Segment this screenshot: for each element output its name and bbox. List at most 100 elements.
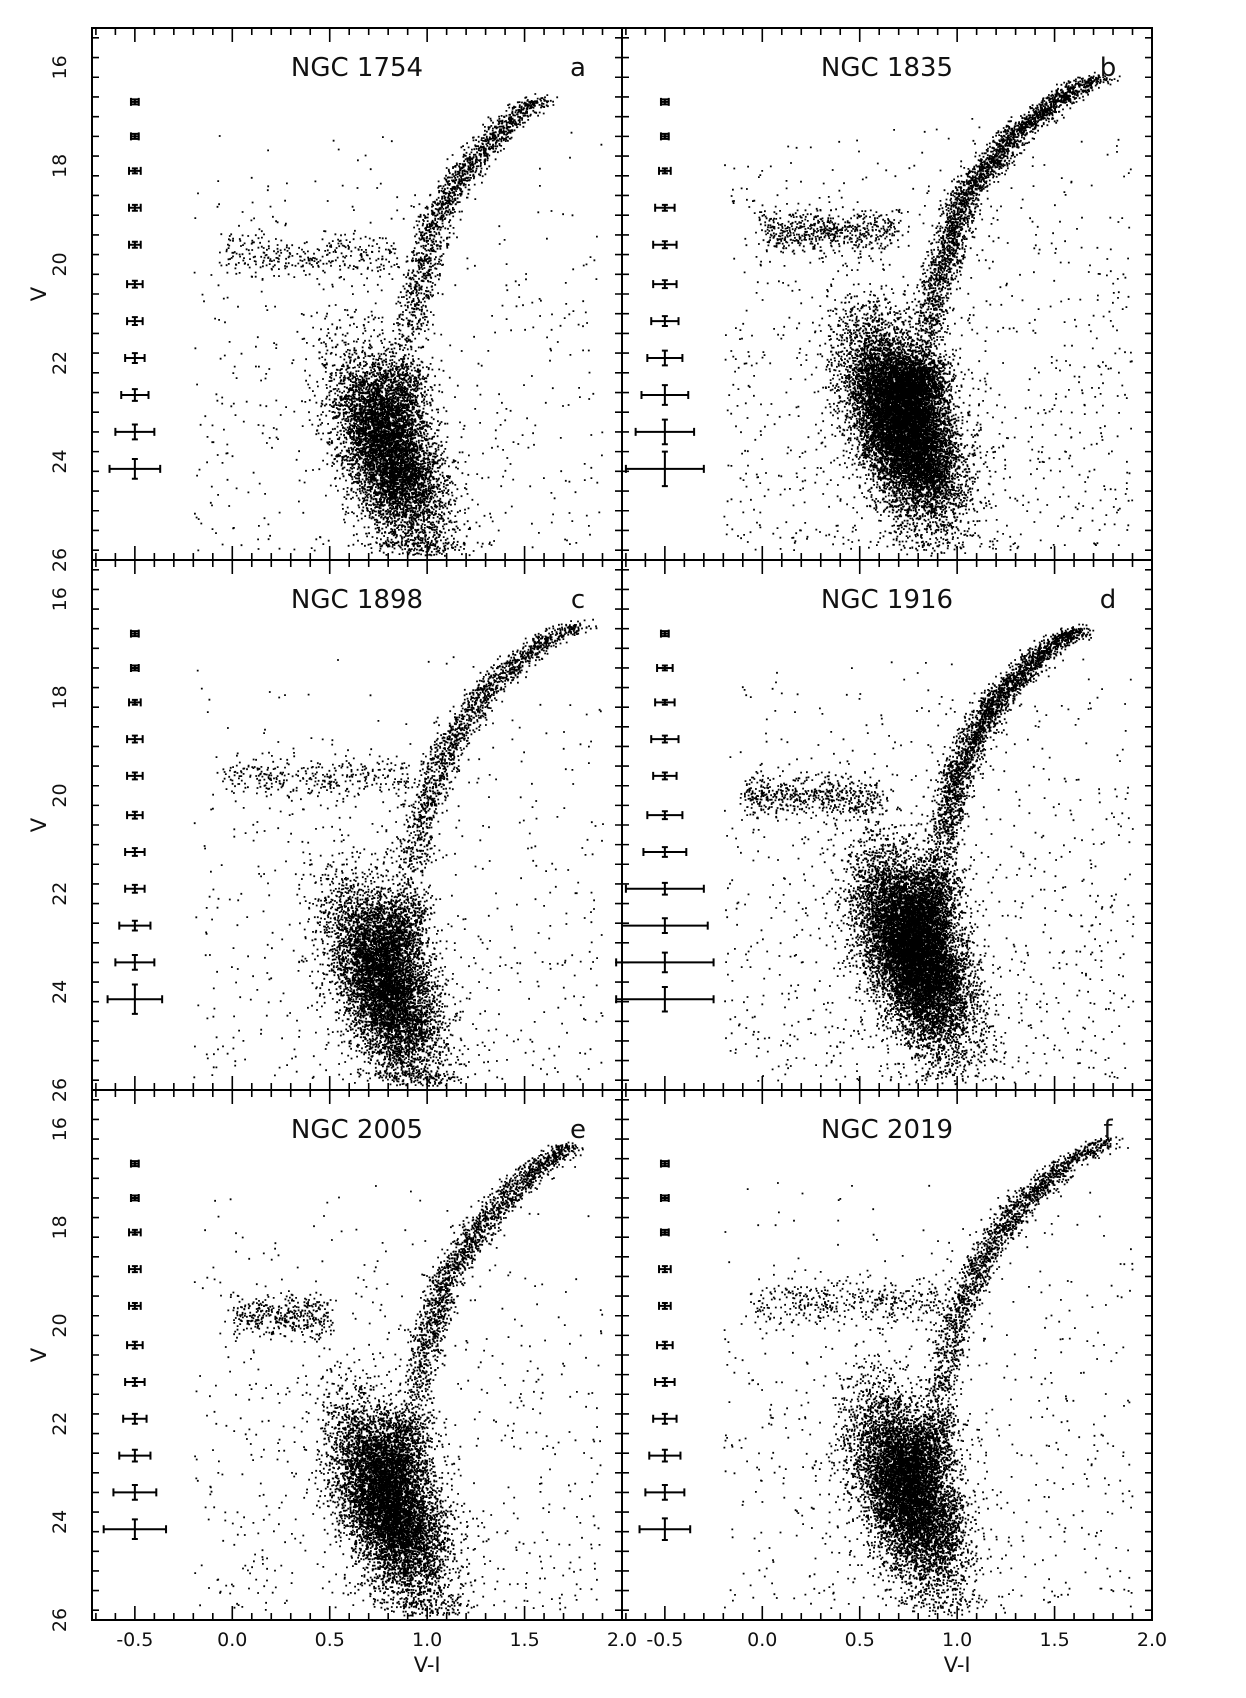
- error-bar: [642, 846, 688, 858]
- error-bar: [114, 954, 156, 971]
- y-axis-title: V: [27, 817, 51, 832]
- panel-e: 16 18 20 22 24 26 -0.5 0.0 0.5 1.0 1.5 2.0 NGC 2005 e…: [27, 1089, 637, 1677]
- x-tick-label: 0.0: [217, 1629, 247, 1651]
- error-bar: [654, 203, 676, 212]
- y-tick-label: 26: [49, 1608, 71, 1632]
- error-bar: [128, 1265, 142, 1274]
- error-bar: [128, 698, 142, 707]
- x-tick-label: 1.0: [942, 1629, 972, 1651]
- error-bar: [656, 1340, 674, 1350]
- error-bars: [106, 629, 164, 1015]
- panel-frame: [621, 27, 1153, 561]
- y-tick-label: 20: [49, 783, 71, 807]
- error-bar: [659, 132, 670, 141]
- y-tick-label: 16: [49, 1117, 71, 1141]
- error-bar: [128, 203, 142, 212]
- y-axis-title: V: [27, 286, 51, 301]
- panel-frame: [91, 27, 623, 561]
- star-points: [723, 71, 1134, 557]
- panel-title: NGC 1754: [291, 53, 423, 83]
- error-bar: [128, 240, 142, 249]
- panel-title: NGC 1916: [821, 585, 953, 615]
- error-bars: [102, 1159, 168, 1541]
- x-tick-label: 1.5: [509, 1629, 539, 1651]
- error-bar: [128, 1301, 142, 1310]
- error-bar: [638, 1517, 692, 1542]
- ticks: [622, 1090, 1153, 1620]
- error-bars: [615, 629, 715, 1013]
- y-tick-label: 18: [49, 154, 71, 178]
- panel-letter: c: [571, 585, 585, 615]
- error-bar: [650, 734, 680, 744]
- error-bar: [656, 663, 674, 672]
- error-bar: [654, 698, 676, 707]
- star-points: [193, 618, 604, 1087]
- panel-frame: [91, 1089, 623, 1621]
- error-bar: [659, 1193, 670, 1202]
- scatter-points: [723, 1135, 1134, 1617]
- error-bar: [634, 418, 696, 446]
- star-points: [193, 1141, 604, 1617]
- panel-d: NGC 1916 d: [615, 559, 1153, 1091]
- y-tick-label: 16: [49, 55, 71, 79]
- error-bar: [102, 1518, 168, 1541]
- error-bar: [126, 1340, 144, 1350]
- error-bar: [129, 663, 140, 672]
- star-points: [724, 623, 1135, 1086]
- error-bar: [124, 352, 146, 364]
- star-points: [193, 93, 604, 557]
- ticks: [92, 1090, 623, 1620]
- error-bar: [658, 166, 672, 175]
- ticks: [92, 560, 623, 1090]
- panel-title: NGC 1835: [821, 53, 953, 83]
- error-bar: [129, 1193, 140, 1202]
- y-tick-label: 22: [49, 1412, 71, 1436]
- y-tick-label: 18: [49, 1215, 71, 1239]
- y-tick-label: 20: [49, 1313, 71, 1337]
- error-bar: [122, 1412, 148, 1425]
- error-bar: [129, 1159, 140, 1168]
- scatter-points: [193, 93, 604, 557]
- x-tick-label: 0.0: [747, 1629, 777, 1651]
- panel-letter: e: [570, 1115, 586, 1145]
- x-axis-title: V-I: [414, 1653, 441, 1677]
- x-tick-label: 0.5: [315, 1629, 345, 1651]
- y-tick-label: 22: [49, 882, 71, 906]
- error-bar: [120, 388, 150, 402]
- error-bar: [129, 132, 140, 141]
- error-bar: [126, 279, 144, 289]
- panel-letter: d: [1100, 585, 1117, 615]
- y-tick-label: 20: [49, 252, 71, 276]
- ticks: [622, 28, 1153, 560]
- y-tick-label: 24: [49, 980, 71, 1004]
- error-bars: [624, 97, 705, 488]
- x-tick-label: -0.5: [116, 1629, 153, 1651]
- panel-title: NGC 1898: [291, 585, 423, 615]
- error-bar: [659, 629, 670, 638]
- error-bar: [615, 985, 715, 1013]
- y-tick-label: 18: [49, 685, 71, 709]
- y-tick-label: 16: [49, 587, 71, 611]
- y-tick-label: 24: [49, 1510, 71, 1534]
- error-bar: [648, 1448, 682, 1463]
- panel-letter: f: [1103, 1115, 1113, 1145]
- y-tick-label: 26: [49, 548, 71, 572]
- error-bar: [658, 1301, 672, 1310]
- x-axis-title: V-I: [944, 1653, 971, 1677]
- error-bar: [658, 1265, 672, 1274]
- x-tick-label: 1.5: [1039, 1629, 1069, 1651]
- error-bars: [108, 97, 162, 480]
- star-points: [723, 1135, 1134, 1617]
- error-bar: [652, 1412, 678, 1425]
- error-bar: [126, 734, 144, 744]
- panel-letter: b: [1100, 53, 1117, 83]
- panel-frame: [91, 559, 623, 1091]
- error-bar: [640, 384, 690, 406]
- error-bar: [114, 423, 156, 441]
- error-bar: [646, 810, 684, 821]
- error-bar: [654, 1377, 676, 1387]
- error-bar: [112, 1484, 158, 1501]
- error-bar: [624, 881, 705, 896]
- error-bar: [652, 240, 678, 250]
